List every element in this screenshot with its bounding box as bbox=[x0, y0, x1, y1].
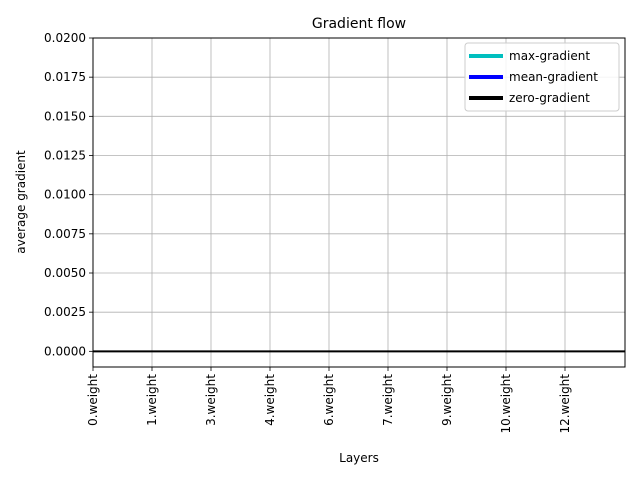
y-axis-ticks: 0.0000 0.0025 0.0050 0.0075 0.0100 0.0125 0.01… bbox=[44, 31, 93, 358]
legend: max-gradient mean-gradient zero-gradient bbox=[464, 42, 620, 112]
y-tick-label: 0.0000 bbox=[44, 344, 86, 358]
x-tick-label: 9.weight bbox=[440, 374, 454, 426]
x-axis-ticks: 0.weight 1.weight 3.weight 4.weight 6.weight… bbox=[86, 367, 572, 434]
legend-box bbox=[464, 42, 620, 112]
y-tick-label: 0.0025 bbox=[44, 305, 86, 319]
legend-label: max-gradient bbox=[509, 49, 590, 63]
y-tick-label: 0.0100 bbox=[44, 188, 86, 202]
legend-label: mean-gradient bbox=[509, 70, 598, 84]
x-tick-label: 1.weight bbox=[145, 374, 159, 426]
x-tick-label: 3.weight bbox=[204, 374, 218, 426]
x-tick-label: 10.weight bbox=[499, 374, 513, 434]
y-tick-label: 0.0150 bbox=[44, 109, 86, 123]
x-tick-label: 0.weight bbox=[86, 374, 100, 426]
y-tick-label: 0.0075 bbox=[44, 227, 86, 241]
y-tick-label: 0.0125 bbox=[44, 149, 86, 163]
legend-label: zero-gradient bbox=[509, 91, 590, 105]
grid-lines bbox=[92, 37, 625, 367]
y-tick-label: 0.0050 bbox=[44, 266, 86, 280]
x-axis-label: Layers bbox=[339, 451, 379, 465]
chart-title: Gradient flow bbox=[312, 16, 406, 32]
y-axis-label: average gradient bbox=[14, 150, 28, 254]
y-tick-label: 0.0200 bbox=[44, 31, 86, 45]
x-tick-label: 4.weight bbox=[263, 374, 277, 426]
y-tick-label: 0.0175 bbox=[44, 70, 86, 84]
x-tick-label: 12.weight bbox=[558, 374, 572, 434]
plot-frame bbox=[92, 37, 626, 368]
x-tick-label: 6.weight bbox=[322, 374, 336, 426]
x-tick-label: 7.weight bbox=[381, 374, 395, 426]
